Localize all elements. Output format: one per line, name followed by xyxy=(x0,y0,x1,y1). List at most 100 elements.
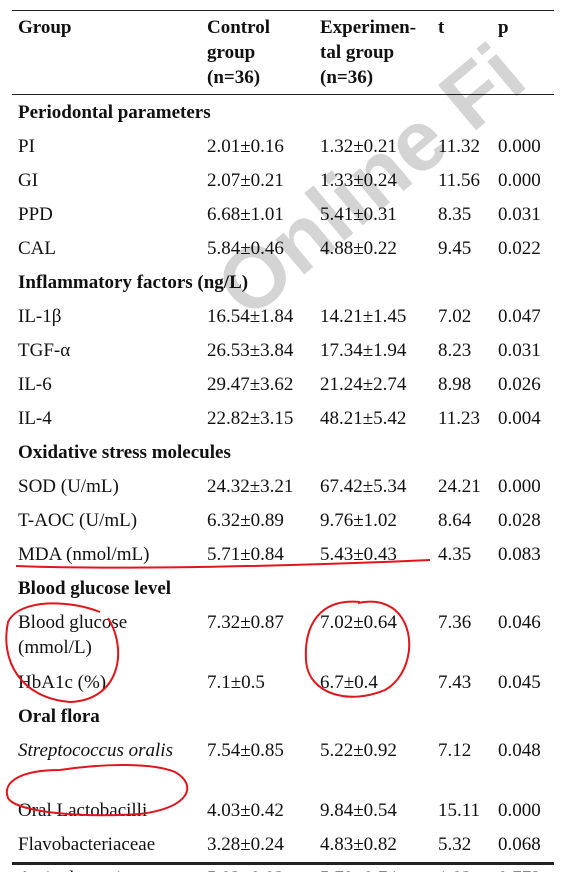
circle xyxy=(5,602,120,704)
cell: 0.047 xyxy=(498,306,541,327)
cell: 29.47±3.62 xyxy=(207,374,294,395)
section-title: Oral flora xyxy=(18,706,100,727)
cell: 4.03±0.42 xyxy=(207,800,284,821)
row-label: IL-1β xyxy=(18,306,62,327)
cell: 8.35 xyxy=(438,204,472,225)
bottom-rule xyxy=(12,862,554,865)
cell: 0.048 xyxy=(498,740,541,761)
cell: 26.53±3.84 xyxy=(207,340,294,361)
row-label: HbA1c (%) xyxy=(18,672,107,693)
row-label: MDA (nmol/mL) xyxy=(18,544,150,565)
cell: 1.32±0.21 xyxy=(320,136,397,157)
cell: 16.54±1.84 xyxy=(207,306,294,327)
header-cell: group xyxy=(207,42,256,63)
row-label: SOD (U/mL) xyxy=(18,476,119,497)
cell: 0.026 xyxy=(498,374,541,395)
section-title: Inflammatory factors (ng/L) xyxy=(18,272,249,293)
header-cell: (n=36) xyxy=(207,67,261,88)
row-label: Streptococcus oralis xyxy=(18,740,173,761)
header-cell: p xyxy=(498,17,509,38)
cell: 1.83 xyxy=(438,866,471,872)
circle xyxy=(304,600,411,698)
cell: 6.68±1.01 xyxy=(207,204,284,225)
header-cell: Experimen- xyxy=(320,17,417,38)
cell: 8.64 xyxy=(438,510,472,531)
cell: 0.046 xyxy=(498,612,541,633)
cell: 6.7±0.4 xyxy=(320,672,378,693)
row-label: TGF-α xyxy=(18,340,71,361)
cell: 11.23 xyxy=(438,408,481,429)
cell: 5.43±0.43 xyxy=(320,544,397,565)
header-cell: (n=36) xyxy=(320,67,374,88)
cell: 0.045 xyxy=(498,672,541,693)
cell: 7.43 xyxy=(438,672,472,693)
cell: 11.56 xyxy=(438,170,481,191)
header-cell: Group xyxy=(18,17,72,38)
cell: 7.36 xyxy=(438,612,472,633)
cell: 2.01±0.16 xyxy=(207,136,284,157)
cell: 2.07±0.21 xyxy=(207,170,284,191)
row-label: PPD xyxy=(18,204,53,225)
cell: 11.32 xyxy=(438,136,481,157)
header-cell: t xyxy=(438,17,445,38)
cell: 9.84±0.54 xyxy=(320,800,397,821)
cell: 4.83±0.82 xyxy=(320,834,397,855)
row-label: IL-4 xyxy=(18,408,52,429)
header-cell: Control xyxy=(207,17,270,38)
cell: 0.031 xyxy=(498,340,541,361)
cell: 5.71±0.84 xyxy=(207,544,284,565)
cell: 5.22±0.92 xyxy=(320,740,397,761)
cell: 0.773 xyxy=(498,866,541,872)
row-label: T-AOC (U/mL) xyxy=(18,510,138,531)
cell: 5.84±0.46 xyxy=(207,238,284,259)
cell: 7.12 xyxy=(438,740,472,761)
cell: 9.76±1.02 xyxy=(320,510,397,531)
header-cell: tal group xyxy=(320,42,395,63)
cell: 7.32±0.87 xyxy=(207,612,284,633)
cell: 24.32±3.21 xyxy=(207,476,294,497)
cell: 4.35 xyxy=(438,544,472,565)
cell: 8.23 xyxy=(438,340,472,361)
row-label: PI xyxy=(18,136,35,157)
cell: 8.98 xyxy=(438,374,472,395)
cell: 7.02±0.64 xyxy=(320,612,397,633)
circle xyxy=(5,764,189,817)
cell: 0.022 xyxy=(498,238,541,259)
cell: 3.28±0.24 xyxy=(207,834,284,855)
cell: 0.000 xyxy=(498,170,541,191)
cell: 21.24±2.74 xyxy=(320,374,407,395)
top-rule xyxy=(12,10,554,11)
cell: 5.83±0.83 xyxy=(207,866,284,872)
cell: 0.000 xyxy=(498,800,541,821)
section-title: Periodontal parameters xyxy=(18,102,211,123)
cell: 0.000 xyxy=(498,476,541,497)
cell: 17.34±1.94 xyxy=(320,340,407,361)
cell: 7.1±0.5 xyxy=(207,672,265,693)
cell: 5.79±0.74 xyxy=(320,866,397,872)
cell: 24.21 xyxy=(438,476,481,497)
cell: 0.004 xyxy=(498,408,541,429)
cell: 5.32 xyxy=(438,834,472,855)
cell: 1.33±0.24 xyxy=(320,170,397,191)
row-label: Blood glucose (mmol/L) xyxy=(18,612,128,658)
cell: 4.88±0.22 xyxy=(320,238,397,259)
row-label: Actinobacteria xyxy=(18,866,201,872)
underline xyxy=(15,559,431,569)
cell: 22.82±3.15 xyxy=(207,408,294,429)
cell: 7.54±0.85 xyxy=(207,740,284,761)
cell: 0.028 xyxy=(498,510,541,531)
header-rule xyxy=(12,94,554,95)
cell: 15.11 xyxy=(438,800,481,821)
cell: 67.42±5.34 xyxy=(320,476,407,497)
cell: 0.000 xyxy=(498,136,541,157)
row-label: CAL xyxy=(18,238,56,259)
cell: 9.45 xyxy=(438,238,472,259)
section-title: Oxidative stress molecules xyxy=(18,442,231,463)
cell: 6.32±0.89 xyxy=(207,510,284,531)
cell: 0.068 xyxy=(498,834,541,855)
cell: 0.083 xyxy=(498,544,541,565)
cell: 5.41±0.31 xyxy=(320,204,397,225)
row-label: Flavobacteriaceae xyxy=(18,834,156,855)
